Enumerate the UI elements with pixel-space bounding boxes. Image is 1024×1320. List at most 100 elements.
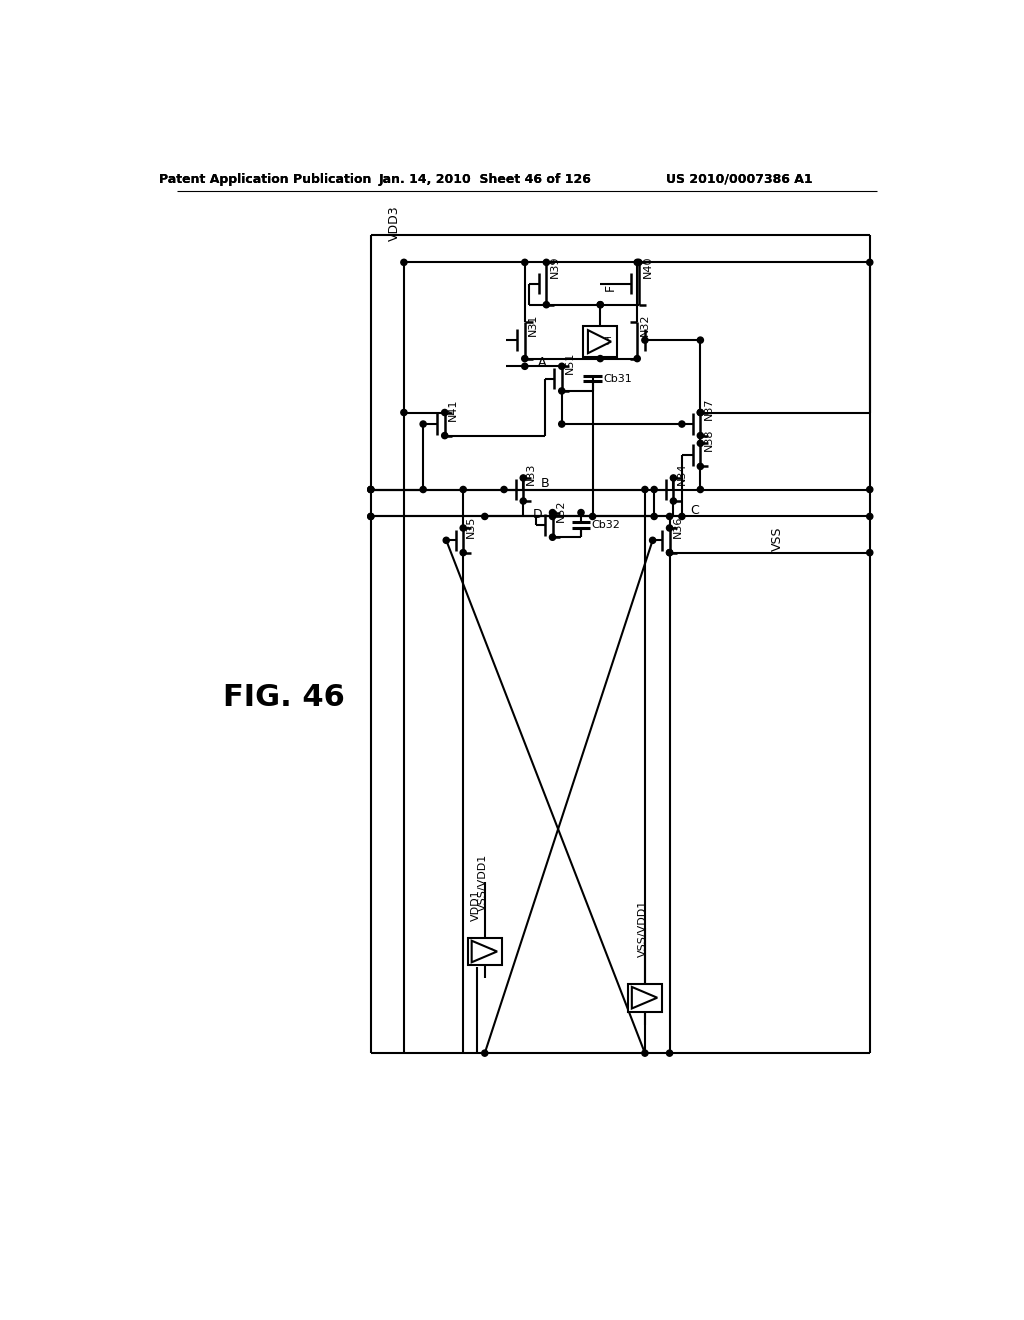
Circle shape [550,513,556,520]
Circle shape [697,409,703,416]
Circle shape [368,486,374,492]
Circle shape [634,355,640,362]
Circle shape [642,486,648,492]
Circle shape [420,486,426,492]
Circle shape [368,486,374,492]
Text: FIG. 46: FIG. 46 [223,682,345,711]
Text: F: F [603,284,616,292]
Text: B: B [541,477,549,490]
Circle shape [590,513,596,520]
Text: VDD1: VDD1 [470,890,480,921]
Text: VSS/VDD1: VSS/VDD1 [478,854,488,911]
Circle shape [597,355,603,362]
Circle shape [420,421,426,428]
Circle shape [866,549,872,556]
Text: INs: INs [636,993,653,1003]
Text: N37: N37 [703,397,714,420]
Text: C: C [690,504,699,517]
Circle shape [481,1051,487,1056]
Bar [584,326,617,358]
Circle shape [460,549,466,556]
Circle shape [679,513,685,520]
Circle shape [697,409,703,416]
Polygon shape [588,330,611,354]
Text: A: A [538,356,547,370]
Text: N36: N36 [673,515,683,537]
Circle shape [559,421,565,428]
Text: N31: N31 [528,314,538,335]
Text: Patent Application Publication: Patent Application Publication [159,173,372,186]
Text: N38: N38 [703,428,714,450]
Circle shape [443,537,450,544]
Circle shape [597,302,603,308]
Circle shape [578,510,584,516]
Circle shape [520,475,526,480]
Circle shape [667,513,673,520]
Circle shape [651,513,657,520]
Text: N33: N33 [526,463,537,486]
Circle shape [441,433,447,438]
Circle shape [559,388,565,395]
Circle shape [550,510,556,516]
Circle shape [597,302,603,308]
Text: INr: INr [476,946,493,957]
Circle shape [460,525,466,531]
Text: OUT: OUT [589,337,611,347]
Text: N40: N40 [643,255,652,277]
Circle shape [400,409,407,416]
Circle shape [642,337,648,343]
Text: VSS/VDD1: VSS/VDD1 [638,900,648,957]
Text: US 2010/0007386 A1: US 2010/0007386 A1 [666,173,812,186]
Circle shape [521,259,528,265]
Circle shape [866,486,872,492]
Circle shape [651,486,657,492]
Bar [468,937,502,965]
Circle shape [697,486,703,492]
Circle shape [667,549,673,556]
Circle shape [866,259,872,265]
Circle shape [667,549,673,556]
Text: N39: N39 [550,255,560,277]
Circle shape [400,259,407,265]
Circle shape [550,535,556,540]
Circle shape [481,513,487,520]
Circle shape [544,259,550,265]
Circle shape [368,486,374,492]
Text: N34: N34 [677,463,686,486]
Text: N32: N32 [640,313,650,337]
Text: N51: N51 [565,352,574,375]
Text: Cb31: Cb31 [603,374,632,384]
Circle shape [642,1051,648,1056]
Circle shape [671,475,677,480]
Circle shape [460,486,466,492]
Text: N52: N52 [556,500,565,523]
Circle shape [636,259,642,265]
Text: D: D [532,508,542,520]
Circle shape [866,513,872,520]
Circle shape [671,498,677,504]
Circle shape [520,498,526,504]
Circle shape [697,463,703,470]
Circle shape [667,1051,673,1056]
Circle shape [441,409,447,416]
Text: Cb32: Cb32 [592,520,621,529]
Circle shape [697,441,703,446]
Text: Jan. 14, 2010  Sheet 46 of 126: Jan. 14, 2010 Sheet 46 of 126 [378,173,591,186]
Polygon shape [632,987,657,1008]
Circle shape [368,513,374,520]
Circle shape [634,259,640,265]
Text: VSS: VSS [771,527,783,550]
Text: Patent Application Publication: Patent Application Publication [159,173,372,186]
Text: VDD3: VDD3 [388,205,401,240]
Circle shape [544,302,550,308]
Circle shape [697,433,703,438]
Bar [628,983,662,1011]
Text: US 2010/0007386 A1: US 2010/0007386 A1 [666,173,812,186]
Text: N35: N35 [466,515,476,537]
Circle shape [667,525,673,531]
Circle shape [368,513,374,520]
Polygon shape [472,941,497,962]
Circle shape [521,363,528,370]
Circle shape [697,337,703,343]
Circle shape [559,363,565,370]
